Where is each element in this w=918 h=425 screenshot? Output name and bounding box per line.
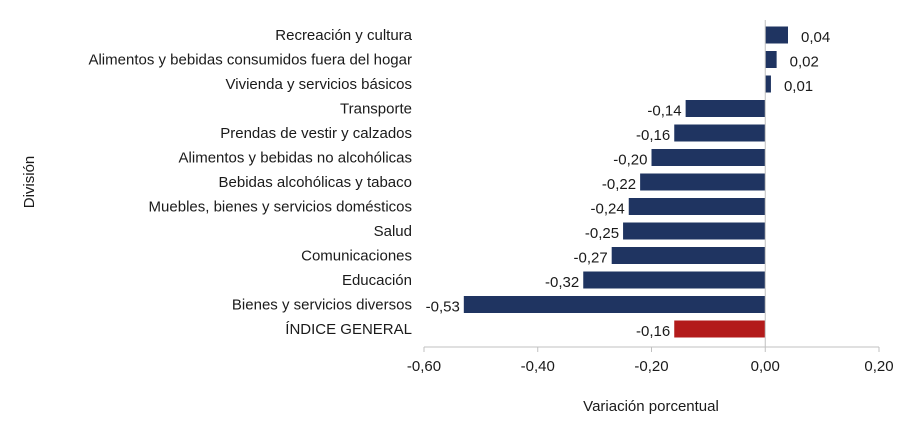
category-label-comunicaciones: Comunicaciones — [301, 248, 412, 265]
data-label-vivienda-y-servicios-basicos: 0,01 — [784, 78, 813, 95]
bar-indice-general — [674, 320, 766, 338]
bar-bienes-y-servicios-diversos — [463, 296, 766, 313]
category-label-educacion: Educación — [342, 272, 412, 289]
bar-recreacion-y-cultura — [765, 26, 788, 44]
bar-salud — [623, 222, 766, 240]
x-tick-label: 0,00 — [751, 358, 780, 375]
category-label-bebidas-alcoholicas-y-tabaco: Bebidas alcohólicas y tabaco — [219, 174, 412, 191]
x-tick-label: -0,40 — [521, 358, 555, 375]
data-label-muebles-bienes-y-servicios-domesticos: -0,24 — [591, 201, 625, 218]
data-label-comunicaciones: -0,27 — [573, 250, 607, 267]
data-label-educacion: -0,32 — [545, 274, 579, 291]
data-label-alimentos-y-bebidas-consumidos-fuera-del-hogar: 0,02 — [790, 54, 819, 71]
category-label-recreacion-y-cultura: Recreación y cultura — [275, 27, 412, 44]
bar-comunicaciones — [611, 247, 766, 264]
category-label-vivienda-y-servicios-basicos: Vivienda y servicios básicos — [226, 76, 412, 93]
bar-educacion — [583, 271, 766, 289]
data-label-prendas-de-vestir-y-calzados: -0,16 — [636, 127, 670, 144]
data-label-transporte: -0,14 — [647, 103, 681, 120]
bar-muebles-bienes-y-servicios-domesticos — [628, 198, 766, 215]
bar-prendas-de-vestir-y-calzados — [674, 124, 766, 142]
x-tick-label: -0,20 — [634, 358, 668, 375]
category-label-alimentos-y-bebidas-no-alcoholicas: Alimentos y bebidas no alcohólicas — [179, 150, 412, 167]
bar-alimentos-y-bebidas-no-alcoholicas — [651, 149, 766, 166]
data-label-alimentos-y-bebidas-no-alcoholicas: -0,20 — [613, 152, 647, 169]
axis-layer: -0,60 -0,40 -0,20 0,00 0,20 — [407, 20, 894, 375]
category-label-salud: Salud — [374, 223, 412, 240]
bar-vivienda-y-servicios-basicos — [765, 75, 771, 93]
data-label-salud: -0,25 — [585, 225, 619, 242]
bars-layer — [463, 26, 788, 338]
category-label-alimentos-y-bebidas-consumidos-fuera-del-hogar: Alimentos y bebidas consumidos fuera del… — [88, 52, 412, 69]
data-label-indice-general: -0,16 — [636, 323, 670, 340]
category-label-transporte: Transporte — [340, 101, 412, 118]
data-label-bebidas-alcoholicas-y-tabaco: -0,22 — [602, 176, 636, 193]
labels-layer: Recreación y cultura 0,04 Alimentos y bebi… — [88, 27, 830, 340]
y-axis-title: División — [21, 156, 38, 209]
bar-transporte — [685, 100, 766, 117]
category-label-muebles-bienes-y-servicios-domesticos: Muebles, bienes y servicios domésticos — [149, 199, 412, 216]
bar-alimentos-y-bebidas-consumidos-fuera-del-hogar — [765, 51, 777, 68]
data-label-recreacion-y-cultura: 0,04 — [801, 29, 830, 46]
data-label-bienes-y-servicios-diversos: -0,53 — [426, 299, 460, 316]
x-axis-title: Variación porcentual — [583, 398, 719, 415]
category-label-indice-general: ÍNDICE GENERAL — [285, 321, 412, 338]
bar-bebidas-alcoholicas-y-tabaco — [640, 173, 766, 191]
x-tick-label: -0,60 — [407, 358, 441, 375]
category-label-bienes-y-servicios-diversos: Bienes y servicios diversos — [232, 297, 412, 314]
category-label-prendas-de-vestir-y-calzados: Prendas de vestir y calzados — [220, 125, 412, 142]
x-tick-label: 0,20 — [864, 358, 893, 375]
